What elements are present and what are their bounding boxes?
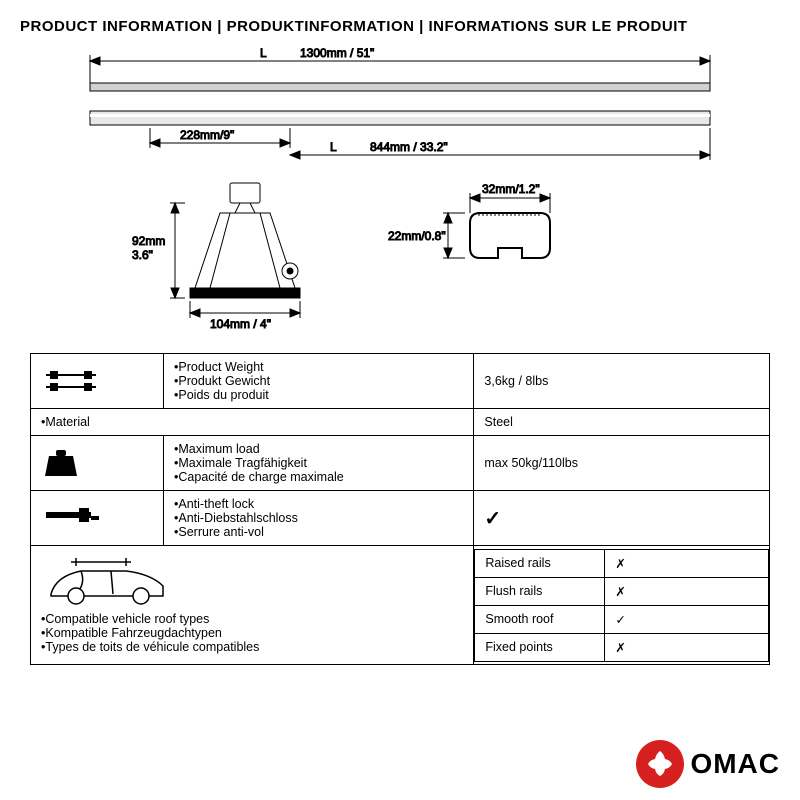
table-row: •Anti-theft lock •Anti-Diebstahlschloss … (31, 491, 770, 546)
svg-text:1300mm / 51": 1300mm / 51" (300, 46, 374, 60)
svg-text:104mm / 4": 104mm / 4" (210, 317, 271, 331)
table-row: •Maximum load •Maximale Tragfähigkeit •C… (31, 436, 770, 491)
table-row: •Material Steel (31, 409, 770, 436)
svg-text:228mm/9": 228mm/9" (180, 128, 234, 142)
table-row: •Product Weight •Produkt Gewicht •Poids … (31, 354, 770, 409)
table-row: •Compatible vehicle roof types •Kompatib… (31, 546, 770, 665)
technical-diagram: L 1300mm / 51" 228mm/9" L 844mm / 33.2" (30, 43, 770, 343)
svg-text:844mm / 33.2": 844mm / 33.2" (370, 140, 448, 154)
brand-dot-icon (636, 740, 684, 788)
bars-icon (31, 354, 164, 409)
weight-icon (31, 436, 164, 491)
brand-logo: OMAC (636, 740, 780, 788)
svg-text:L: L (260, 46, 267, 60)
svg-text:3.6": 3.6" (132, 248, 153, 262)
brand-name: OMAC (690, 748, 780, 780)
car-icon (41, 556, 171, 606)
lock-icon (31, 491, 164, 546)
page-title: PRODUCT INFORMATION | PRODUKTINFORMATION… (0, 0, 800, 43)
svg-text:32mm/1.2": 32mm/1.2" (482, 182, 540, 196)
svg-text:22mm/0.8": 22mm/0.8" (388, 229, 446, 243)
svg-text:L: L (330, 140, 337, 154)
spec-table: •Product Weight •Produkt Gewicht •Poids … (30, 353, 770, 665)
svg-text:92mm: 92mm (132, 234, 165, 248)
